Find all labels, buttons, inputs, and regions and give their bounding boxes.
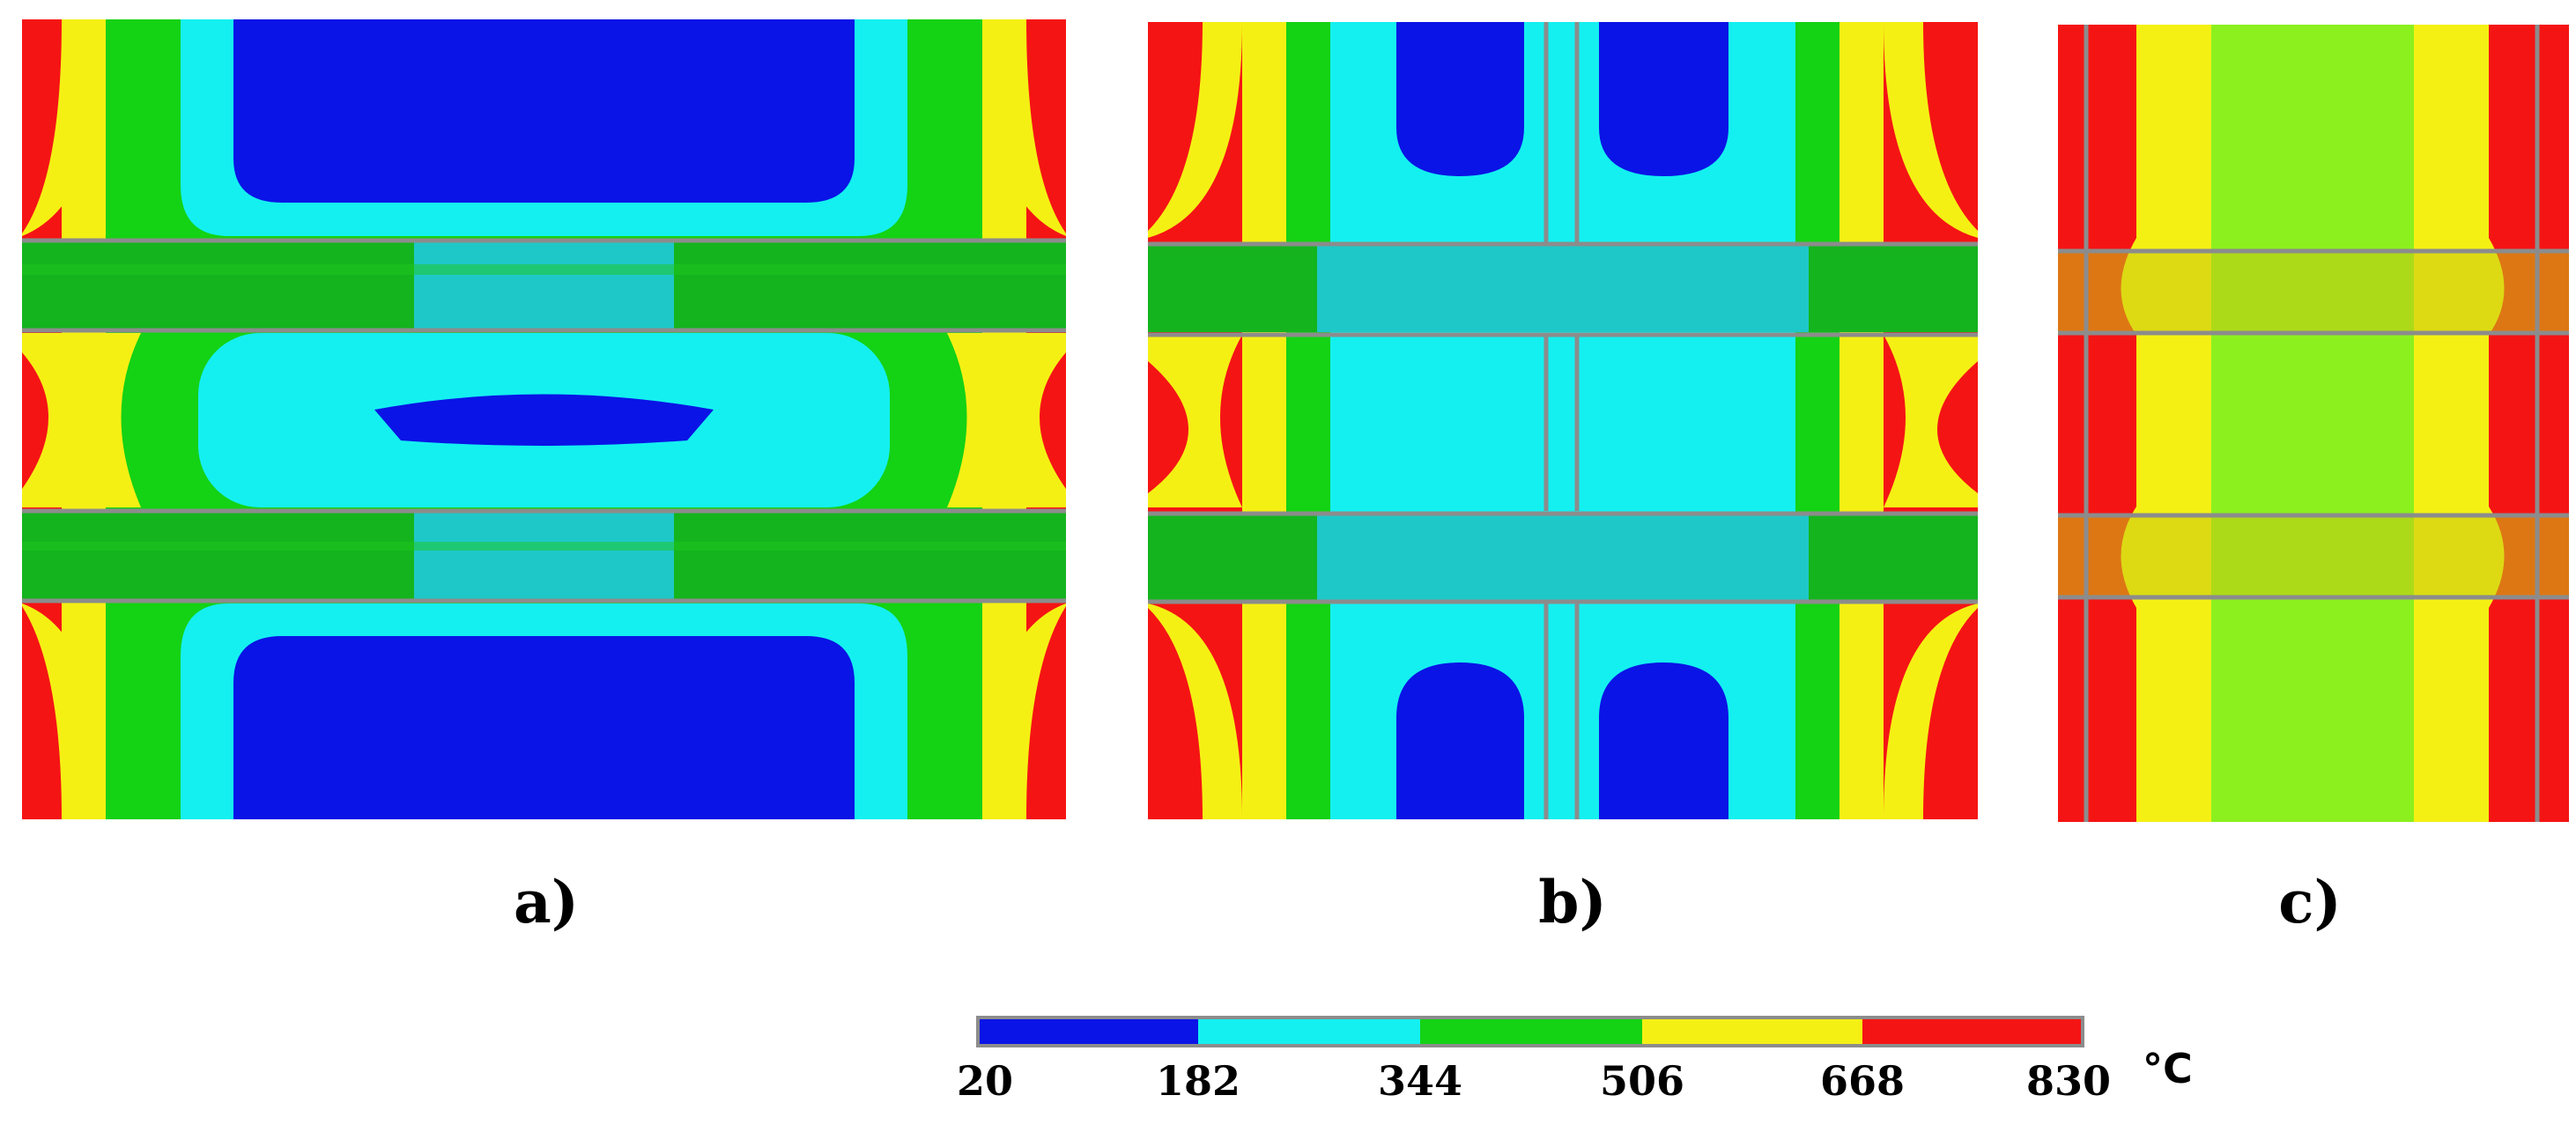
colorbar-tick-label: 830	[2025, 1057, 2112, 1105]
panel-c-contour	[2058, 25, 2569, 822]
colorbar-segment-4	[1642, 1018, 1862, 1046]
panel-b-contour	[1148, 22, 1978, 819]
colorbar	[976, 1016, 2084, 1047]
colorbar-segment-2	[1198, 1018, 1420, 1046]
colorbar-tick-label: 668	[1819, 1057, 1906, 1105]
colorbar-tick-label: 182	[1155, 1057, 1241, 1105]
panel-label-c: c)	[2278, 868, 2342, 936]
colorbar-segment-5	[1862, 1018, 2083, 1046]
colorbar-segment-1	[978, 1018, 1198, 1046]
panel-label-b: b)	[1538, 868, 1607, 936]
panel-label-a: a)	[514, 868, 579, 936]
colorbar-tick-label: 506	[1599, 1057, 1685, 1105]
colorbar-segment-3	[1420, 1018, 1642, 1046]
colorbar-unit-label: °C	[2143, 1045, 2193, 1092]
panel-a-contour	[22, 19, 1066, 819]
colorbar-tick-label: 20	[956, 1057, 1014, 1105]
colorbar-tick-label: 344	[1377, 1057, 1463, 1105]
